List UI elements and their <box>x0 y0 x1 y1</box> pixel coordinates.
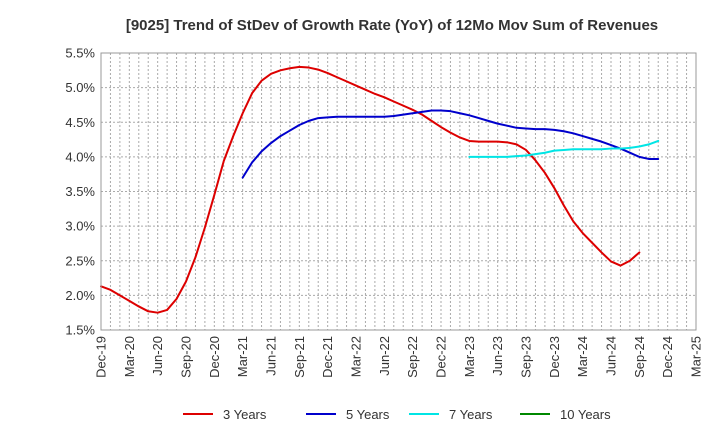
x-tick-label: Jun-24 <box>604 336 619 376</box>
legend-label: 10 Years <box>560 407 611 422</box>
x-tick-label: Dec-23 <box>547 336 562 378</box>
legend: 3 Years 5 Years 7 Years 10 Years <box>183 407 611 422</box>
y-tick-label: 4.0% <box>65 149 95 164</box>
legend-label: 5 Years <box>346 407 390 422</box>
legend-label: 7 Years <box>449 407 493 422</box>
y-tick-label: 5.0% <box>65 80 95 95</box>
chart-title: [9025] Trend of StDev of Growth Rate (Yo… <box>126 17 658 34</box>
x-tick-label: Sep-20 <box>179 336 194 378</box>
x-tick-label: Dec-21 <box>320 336 335 378</box>
x-tick-label: Sep-22 <box>405 336 420 378</box>
x-tick-label: Sep-24 <box>632 336 647 378</box>
gridlines <box>100 52 697 331</box>
x-tick-label: Mar-23 <box>462 336 477 377</box>
x-tick-label: Dec-19 <box>94 336 109 378</box>
x-tick-label: Mar-22 <box>349 336 364 377</box>
y-tick-label: 2.5% <box>65 253 95 268</box>
y-tick-label: 3.0% <box>65 219 95 234</box>
plot-frame <box>100 52 697 331</box>
x-tick-label: Mar-24 <box>575 336 590 377</box>
y-tick-label: 2.0% <box>65 288 95 303</box>
x-tick-label: Jun-20 <box>150 336 165 376</box>
x-tick-label: Sep-21 <box>292 336 307 378</box>
x-tick-label: Sep-23 <box>519 336 534 378</box>
y-axis-ticks: 1.5% 2.0% 2.5% 3.0% 3.5% 4.0% 4.5% 5.0% 5.5% <box>65 46 95 338</box>
x-tick-label: Jun-21 <box>264 336 279 376</box>
x-tick-label: Dec-20 <box>207 336 222 378</box>
x-axis-ticks: Dec-19 Mar-20 Jun-20 Sep-20 Dec-20 Mar-21 Jun-… <box>94 336 704 378</box>
x-tick-label: Dec-22 <box>434 336 449 378</box>
x-tick-label: Dec-24 <box>660 336 675 378</box>
x-tick-label: Jun-22 <box>377 336 392 376</box>
series-line-7-years <box>468 139 660 158</box>
x-tick-label: Mar-20 <box>122 336 137 377</box>
y-tick-label: 4.5% <box>65 115 95 130</box>
y-tick-label: 1.5% <box>65 323 95 338</box>
series-lines <box>100 65 660 314</box>
y-tick-label: 5.5% <box>65 46 95 61</box>
x-tick-label: Mar-25 <box>689 336 704 377</box>
series-line-5-years <box>241 109 660 179</box>
series-line-3-years <box>100 65 641 314</box>
x-tick-label: Jun-23 <box>490 336 505 376</box>
x-tick-label: Mar-21 <box>235 336 250 377</box>
legend-label: 3 Years <box>223 407 267 422</box>
y-tick-label: 3.5% <box>65 184 95 199</box>
